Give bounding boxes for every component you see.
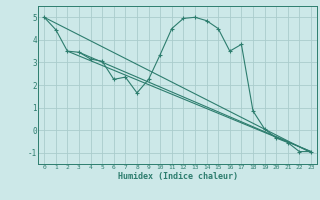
- X-axis label: Humidex (Indice chaleur): Humidex (Indice chaleur): [118, 172, 238, 181]
